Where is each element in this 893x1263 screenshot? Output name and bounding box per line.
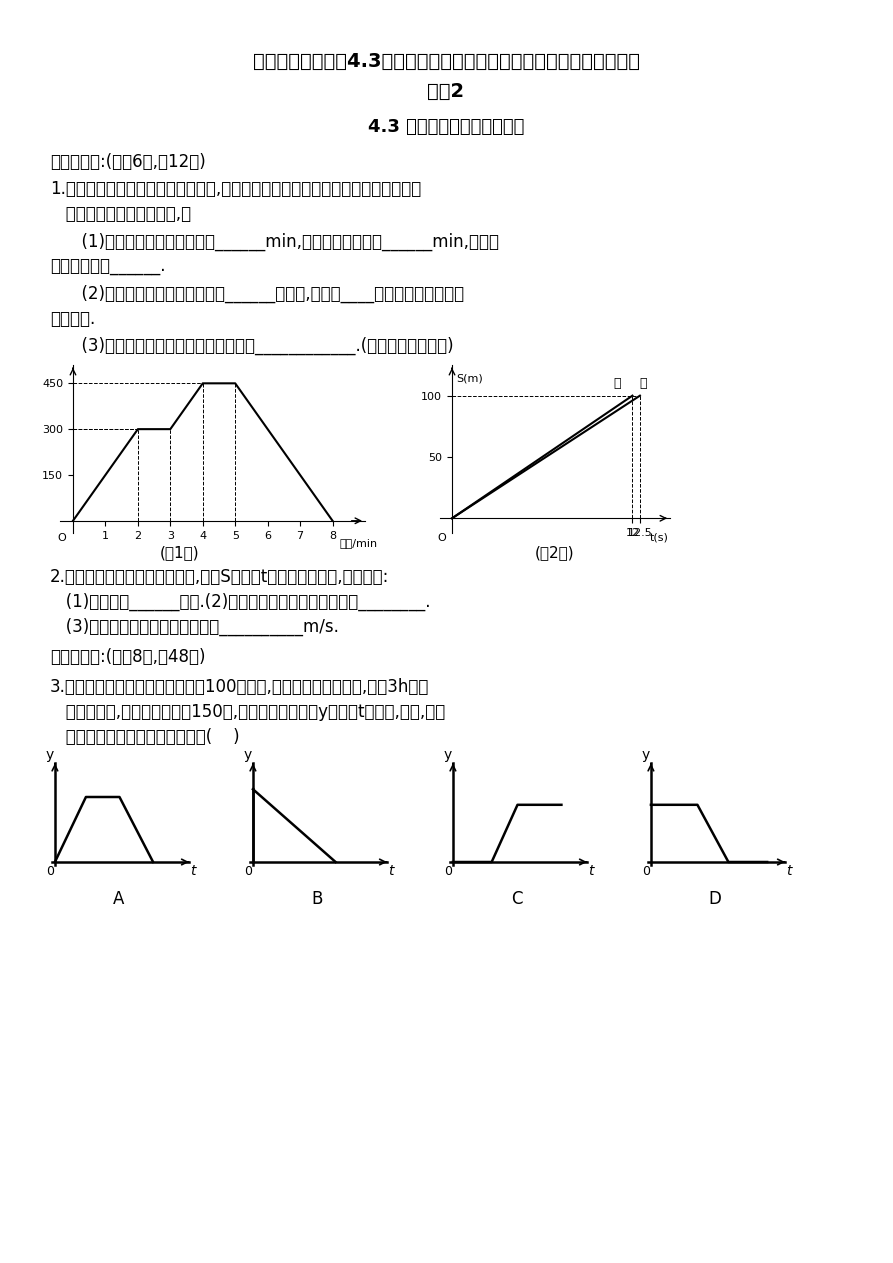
Text: y: y: [444, 748, 452, 762]
Text: O: O: [438, 533, 446, 543]
Text: t(s): t(s): [650, 533, 669, 543]
Text: y: y: [46, 748, 54, 762]
Text: 0: 0: [642, 865, 650, 878]
Text: C: C: [512, 890, 522, 908]
Text: A: A: [113, 890, 125, 908]
Text: y: y: [642, 748, 650, 762]
Text: 离家后的时间之间的关系,则: 离家后的时间之间的关系,则: [50, 205, 191, 224]
Text: t: t: [787, 864, 792, 878]
Text: 时间/min: 时间/min: [339, 538, 377, 548]
Text: 而停顿的.: 而停顿的.: [50, 309, 96, 328]
Text: 0: 0: [444, 865, 452, 878]
Text: (3)乙在这次赛跑中的平均速度是__________m/s.: (3)乙在这次赛跑中的平均速度是__________m/s.: [50, 618, 338, 637]
Text: 乙: 乙: [639, 378, 647, 390]
Text: 的平均速度是______.: 的平均速度是______.: [50, 258, 165, 277]
Text: (第2题): (第2题): [535, 546, 575, 560]
Text: (1)李小勇去买瓶酱油共花了______min,其中在路上行走了______min,他走路: (1)李小勇去买瓶酱油共花了______min,其中在路上行走了______mi…: [50, 232, 499, 251]
Text: S(m): S(m): [456, 374, 483, 384]
Text: 2.假定甲、乙两人在一次赛跑中,路程S与时间t的关系如图所示,看图填空:: 2.假定甲、乙两人在一次赛跑中,路程S与时间t的关系如图所示,看图填空:: [50, 568, 389, 586]
Text: (2)李小勇在买酱油的过程中有______次停顿,其中第____次是因为买酱油付錢: (2)李小勇在买酱油的过程中有______次停顿,其中第____次是因为买酱油付…: [50, 285, 464, 303]
Text: 排工人装笱,若每小时装产品150件,未装笱的产品数量y是时间t的函数,那么,这个: 排工人装笱,若每小时装产品150件,未装笱的产品数量y是时间t的函数,那么,这个: [50, 703, 446, 721]
Text: 一、填空题:(每题6分,入12分): 一、填空题:(每题6分,入12分): [50, 153, 205, 171]
Text: 4.3 用图象表示的变量间关系: 4.3 用图象表示的变量间关系: [368, 117, 524, 136]
Text: y: y: [244, 748, 252, 762]
Text: 答桢2: 答桢2: [428, 82, 464, 101]
Text: 3.某产品的生产流水线每小时生产100件产品,生产前没有产品积压,生产3h后安: 3.某产品的生产流水线每小时生产100件产品,生产前没有产品积压,生产3h后安: [50, 678, 430, 696]
Text: 1.李小勇的爸爸让他去商店买瓶酱油,下图近似地描述了李小勇和家之间的距离与他: 1.李小勇的爸爸让他去商店买瓶酱油,下图近似地描述了李小勇和家之间的距离与他: [50, 181, 421, 198]
Text: D: D: [708, 890, 722, 908]
Text: 函数的大致图象只能是下图中的(    ): 函数的大致图象只能是下图中的( ): [50, 727, 239, 746]
Text: O: O: [57, 533, 66, 543]
Text: 甲: 甲: [613, 378, 622, 390]
Text: (3)李小勇在途中另一处停顿的原因是____________.(只要写得合理都对): (3)李小勇在途中另一处停顿的原因是____________.(只要写得合理都对…: [50, 337, 454, 355]
Text: 0: 0: [244, 865, 252, 878]
Text: 二、选择题:(每题8分,入48分): 二、选择题:(每题8分,入48分): [50, 648, 205, 666]
Text: B: B: [312, 890, 322, 908]
Text: t: t: [588, 864, 594, 878]
Text: 0: 0: [46, 865, 54, 878]
Text: (1)这是一次______赛跑.(2)甲、乙两人中先到达终点的是________.: (1)这是一次______赛跑.(2)甲、乙两人中先到达终点的是________…: [50, 594, 430, 611]
Text: t: t: [388, 864, 394, 878]
Text: t: t: [190, 864, 196, 878]
Text: (第1题): (第1题): [160, 546, 200, 560]
Text: 七年级数学下册《4.3用图象表示的变量间关系》第二课时同步练习题及: 七年级数学下册《4.3用图象表示的变量间关系》第二课时同步练习题及: [253, 52, 639, 71]
